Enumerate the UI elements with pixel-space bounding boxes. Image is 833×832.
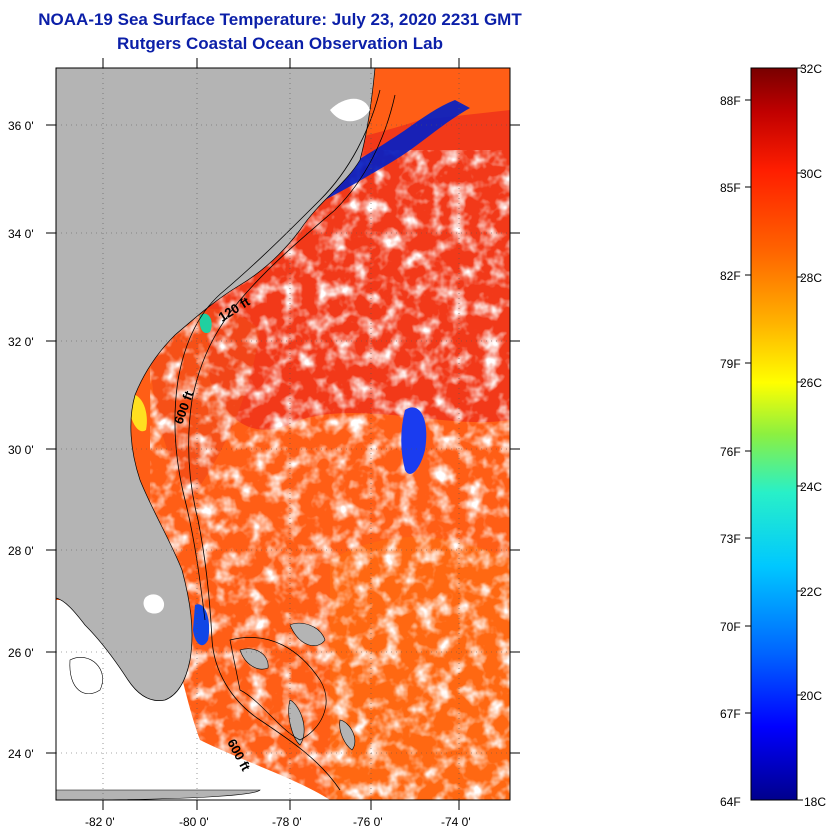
cb-c-32: 32C [800,62,822,76]
lon-label-76: -76 0' [353,815,383,829]
cold-patch-florida [193,604,210,646]
latitude-labels: 36 0' 34 0' 32 0' 30 0' 28 0' 26 0' 24 0… [8,119,34,761]
temperature-colorbar: 88F 85F 82F 79F 76F 73F 70F 67F 64F 32C … [720,62,826,809]
lon-label-82: -82 0' [85,815,115,829]
keys-contour [69,657,103,695]
colorbar-gradient [750,67,798,801]
cb-f-76: 76F [720,445,741,459]
cb-f-79: 79F [720,357,741,371]
colorbar-fahrenheit-labels: 88F 85F 82F 79F 76F 73F 70F 67F 64F [720,94,741,809]
cb-f-88: 88F [720,94,741,108]
longitude-labels: -82 0' -80 0' -78 0' -76 0' -74 0' [85,815,471,829]
bahamas-abaco [289,622,326,647]
lon-label-80: -80 0' [179,815,209,829]
bahamas-andros [288,699,305,746]
cold-eddy [401,407,427,474]
cb-f-67: 67F [720,707,741,721]
cb-f-70: 70F [720,620,741,634]
cb-c-18: 18C [804,795,826,809]
bahamas-grand-bahama [239,648,269,670]
lon-label-78: -78 0' [272,815,302,829]
isobath-120ft [174,89,381,621]
land-mainland [56,68,376,701]
lake-okeechobee [143,594,165,614]
colorbar-ticks [745,67,803,801]
pamlico-sound [330,98,370,122]
cb-c-28: 28C [800,271,822,285]
map-frame [55,67,511,801]
cb-c-22: 22C [800,585,822,599]
lat-label-30: 30 0' [8,443,34,457]
colorbar-celsius-labels: 32C 30C 28C 26C 24C 22C 20C 18C [800,62,826,809]
map-title: NOAA-19 Sea Surface Temperature: July 23… [38,10,522,29]
map-frame-ticks [46,58,520,810]
cb-c-20: 20C [800,689,822,703]
cb-f-64: 64F [720,795,741,809]
cb-f-85: 85F [720,181,741,195]
lat-label-26: 26 0' [8,646,34,660]
cb-c-24: 24C [800,480,822,494]
lon-label-74: -74 0' [441,815,471,829]
map-graticule [56,68,510,800]
bahamas-bank-contour [229,637,327,741]
cb-f-82: 82F [720,269,741,283]
lat-label-34: 34 0' [8,227,34,241]
bahamas-eleuthera [339,719,356,751]
cb-f-73: 73F [720,532,741,546]
cb-c-30: 30C [800,167,822,181]
lat-label-32: 32 0' [8,335,34,349]
map-subtitle: Rutgers Coastal Ocean Observation Lab [117,34,443,53]
isobath-600ft [188,94,396,791]
lat-label-28: 28 0' [8,544,34,558]
cool-patch-shelf [199,313,212,334]
lat-label-24: 24 0' [8,747,34,761]
cb-c-26: 26C [800,376,822,390]
lat-label-36: 36 0' [8,119,34,133]
map-area [56,68,510,800]
